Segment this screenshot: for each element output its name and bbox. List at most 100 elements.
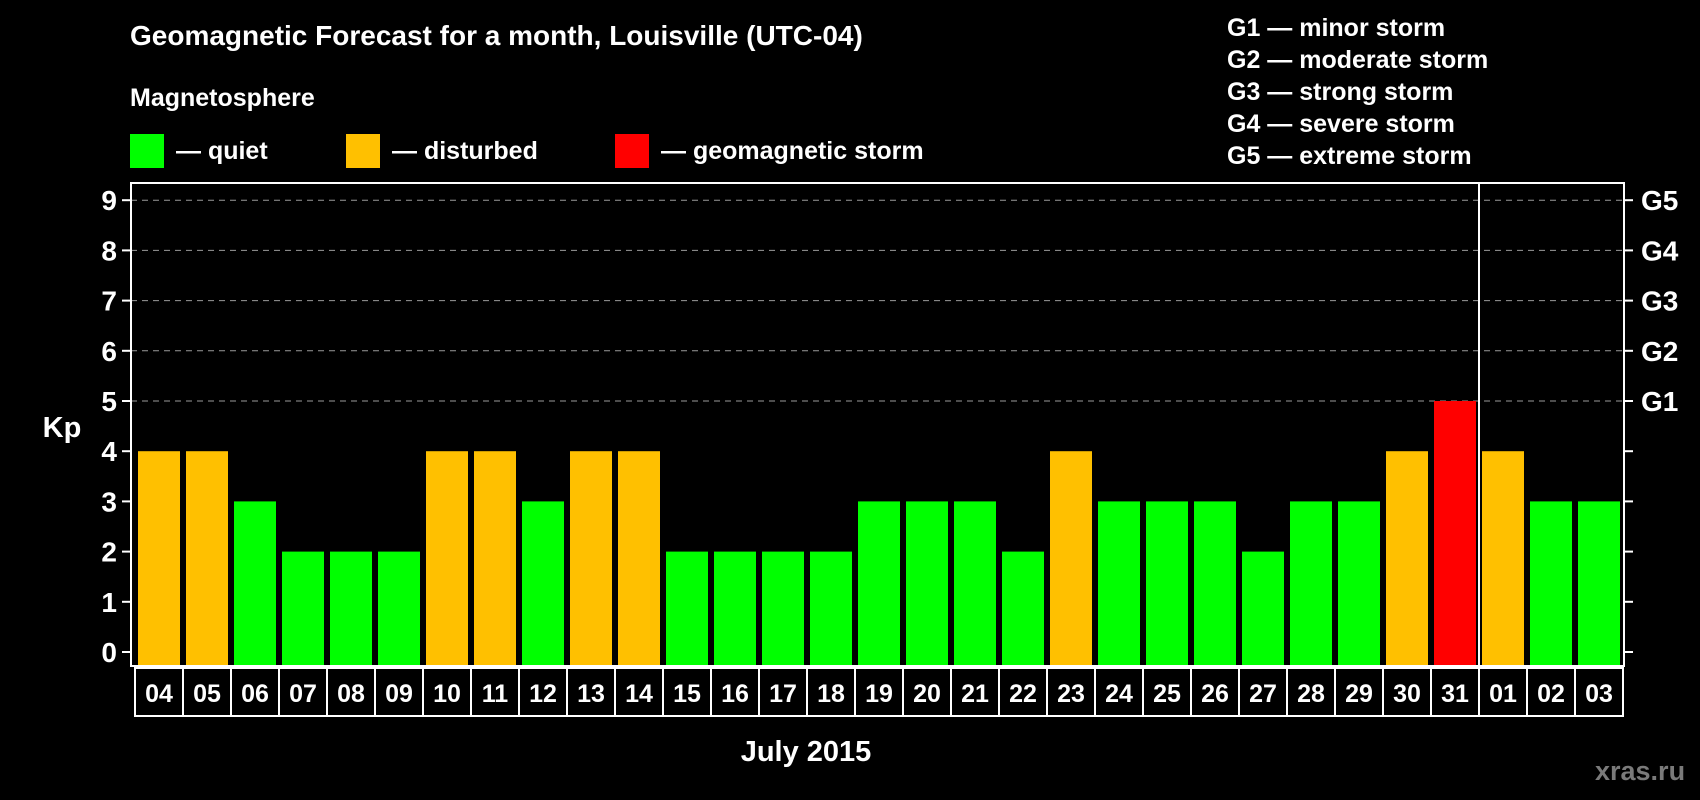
quiet-swatch-icon [130,134,164,168]
kp-bar [1194,501,1236,666]
y-tick-label: 8 [101,235,117,266]
kp-bar [858,501,900,666]
kp-bar [426,451,468,666]
date-label: 11 [482,680,509,708]
date-label: 18 [817,680,845,708]
kp-bar [618,451,660,666]
kp-bar [138,451,180,666]
y-tick-label: 3 [101,486,117,517]
kp-bar [570,451,612,666]
date-label: 23 [1057,680,1085,708]
date-label: 26 [1201,680,1229,708]
kp-bar [186,451,228,666]
y-axis-label: Kp [43,412,82,444]
date-label: 07 [289,680,317,708]
date-strip [134,667,1624,717]
legend-heading: Magnetosphere [130,84,315,112]
date-label: 27 [1249,680,1277,708]
date-label: 25 [1153,680,1181,708]
date-label: 13 [577,680,605,708]
date-label: 22 [1009,680,1037,708]
date-label: 30 [1393,680,1421,708]
kp-bar [474,451,516,666]
kp-bar [1242,551,1284,666]
y-tick-label: 9 [101,185,117,216]
date-label: 03 [1585,680,1613,708]
g-scale-item: G5 — extreme storm [1227,142,1472,170]
y-tick-label: 2 [101,537,117,568]
date-label: 05 [193,680,221,708]
kp-bar [1530,501,1572,666]
legend-storm: — geomagnetic storm [615,134,924,168]
date-label: 08 [337,680,365,708]
date-label: 16 [721,680,749,708]
g-scale-legend: G1 — minor storm G2 — moderate storm G3 … [1227,12,1488,172]
g-level-label: G5 [1641,185,1678,216]
kp-bar [810,551,852,666]
y-tick-label: 7 [101,286,117,317]
date-label: 15 [673,680,701,708]
y-tick-label: 4 [101,436,117,467]
date-label: 04 [145,680,173,708]
date-label: 17 [769,680,797,708]
kp-bar [522,501,564,666]
kp-bar [762,551,804,666]
y-tick-label: 0 [101,637,117,668]
date-label: 01 [1489,680,1517,708]
y-tick-label: 1 [101,587,117,618]
g-scale-item: G2 — moderate storm [1227,46,1489,74]
y-tick-label: 5 [101,386,117,417]
legend-label: — disturbed [392,136,538,165]
legend-disturbed: — disturbed [346,134,538,168]
kp-bar [282,551,324,666]
kp-bar [378,551,420,666]
kp-bar [1146,501,1188,666]
g-level-label: G4 [1641,235,1679,266]
g-scale-item: G3 — strong storm [1227,78,1454,106]
kp-bar [1482,451,1524,666]
date-label: 28 [1297,680,1325,708]
date-label: 12 [529,680,557,708]
watermark: xras.ru [1595,756,1686,786]
chart-title: Geomagnetic Forecast for a month, Louisv… [130,20,863,51]
g-level-label: G3 [1641,286,1678,317]
date-label: 24 [1105,680,1133,708]
legend-label: — quiet [176,136,268,165]
kp-bar [666,551,708,666]
date-label: 20 [913,680,941,708]
g-scale-item: G4 — severe storm [1227,110,1455,138]
kp-bar [1050,451,1092,666]
date-label: 09 [385,680,413,708]
kp-bar [1098,501,1140,666]
kp-bar [234,501,276,666]
kp-bar [330,551,372,666]
x-axis-label: July 2015 [740,736,872,768]
date-label: 29 [1345,680,1373,708]
date-label: 06 [241,680,269,708]
date-label: 10 [433,680,461,708]
kp-bar [1002,551,1044,666]
kp-bar [1386,451,1428,666]
legend-label: — geomagnetic storm [661,136,924,165]
plot-frame [130,182,1625,667]
date-label: 21 [961,680,989,708]
disturbed-swatch-icon [346,134,380,168]
date-label: 14 [625,680,653,708]
g-scale-item: G1 — minor storm [1227,14,1446,42]
g-level-label: G2 [1641,336,1678,367]
kp-bar [1578,501,1620,666]
g-level-label: G1 [1641,386,1678,417]
kp-bar [714,551,756,666]
legend-quiet: — quiet [130,134,268,168]
kp-bar [1290,501,1332,666]
y-tick-label: 6 [101,336,117,367]
kp-bar [906,501,948,666]
kp-bar [1338,501,1380,666]
kp-bar [1434,401,1476,666]
date-label: 19 [865,680,893,708]
storm-swatch-icon [615,134,649,168]
kp-bar [954,501,996,666]
date-label: 02 [1537,680,1565,708]
date-label: 31 [1441,680,1469,708]
